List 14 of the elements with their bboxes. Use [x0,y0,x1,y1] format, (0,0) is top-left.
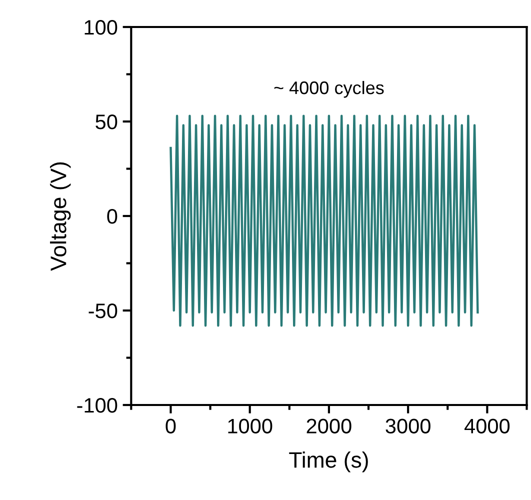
y-tick-label: 100 [84,20,118,35]
annotation: ~ 4000 cycles [274,80,384,98]
y-tick-label: -100 [77,398,118,413]
y-axis-title: Voltage (V) [50,162,71,271]
x-tick-label: 0 [166,418,176,434]
y-tick-label: 50 [96,114,118,130]
line-series [170,114,479,327]
y-tick-label: -50 [88,304,118,318]
x-tick-label: 4000 [464,418,510,434]
x-axis-title: Time (s) [289,452,368,472]
x-tick-label: 3000 [386,418,430,434]
y-tick-label: 0 [107,209,118,224]
x-tick-label: 1000 [228,418,272,434]
x-tick-label: 2000 [306,418,352,434]
